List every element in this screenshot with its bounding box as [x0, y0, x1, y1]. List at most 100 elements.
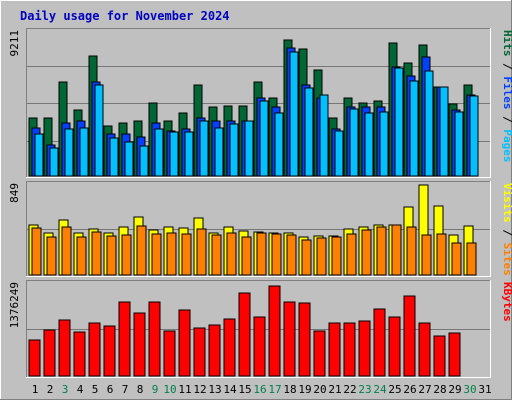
- day-label-10: 10: [163, 383, 176, 396]
- day-label-16: 16: [253, 383, 266, 396]
- bar-pages-day-24: [379, 111, 389, 177]
- bar-pages-day-4: [79, 127, 89, 177]
- bar-kbytes-day-23: [358, 320, 371, 377]
- bar-sites-day-20: [316, 237, 327, 276]
- panel-sites-visits: 849 Visits / Sites: [8, 181, 512, 277]
- bar-sites-day-1: [31, 227, 42, 276]
- bar-kbytes-day-29: [448, 332, 461, 377]
- bar-kbytes-day-8: [133, 312, 146, 377]
- bar-sites-day-15: [241, 236, 252, 276]
- y-max-label: 1376249: [8, 282, 21, 328]
- chart-title: Daily usage for November 2024: [20, 9, 230, 23]
- bar-pages-day-23: [364, 112, 374, 177]
- day-label-9: 9: [152, 383, 159, 396]
- bar-kbytes-day-24: [373, 308, 386, 377]
- bar-pages-day-19: [304, 87, 314, 177]
- day-label-26: 26: [403, 383, 416, 396]
- x-axis-day-labels: 1 2 3 4 5 6 7 8 9 10 11 12 13 14 15 16 17 18 19 20 21 22 23 24 2…: [32, 383, 492, 396]
- bar-kbytes-day-16: [253, 316, 266, 377]
- bar-kbytes-day-18: [283, 301, 296, 377]
- bar-kbytes-day-4: [73, 331, 86, 377]
- bar-kbytes-day-22: [343, 322, 356, 377]
- bar-sites-day-27: [421, 234, 432, 276]
- day-label-27: 27: [418, 383, 431, 396]
- y-axis-legend-label: Visits / Sites: [501, 183, 512, 276]
- panel-kbytes: 1376249 KBytes: [8, 280, 512, 378]
- day-label-29: 29: [448, 383, 461, 396]
- day-label-22: 22: [343, 383, 356, 396]
- bar-pages-day-28: [439, 86, 449, 177]
- day-label-12: 12: [193, 383, 206, 396]
- bar-kbytes-day-1: [28, 339, 41, 377]
- y-axis-legend-label: Hits / Files / Pages: [501, 30, 512, 163]
- bar-pages-day-25: [394, 67, 404, 177]
- bar-pages-day-17: [274, 112, 284, 177]
- bar-sites-day-16: [256, 232, 267, 276]
- bar-kbytes-day-2: [43, 329, 56, 377]
- bar-pages-day-27: [424, 70, 434, 177]
- bar-kbytes-day-26: [403, 295, 416, 377]
- legend-separator: /: [501, 110, 512, 130]
- bar-pages-day-11: [184, 131, 194, 177]
- bar-sites-day-26: [406, 226, 417, 276]
- bar-kbytes-day-10: [163, 330, 176, 377]
- bar-kbytes-day-9: [148, 301, 161, 377]
- day-label-6: 6: [107, 383, 114, 396]
- day-label-25: 25: [388, 383, 401, 396]
- bar-pages-day-15: [244, 120, 254, 177]
- bar-sites-day-22: [346, 233, 357, 276]
- bar-sites-day-13: [211, 234, 222, 276]
- bar-sites-day-19: [301, 239, 312, 276]
- day-label-14: 14: [223, 383, 237, 396]
- day-label-19: 19: [298, 383, 311, 396]
- day-label-17: 17: [268, 383, 281, 396]
- day-label-13: 13: [208, 383, 221, 396]
- bar-pages-day-5: [94, 84, 104, 177]
- day-label-24: 24: [373, 383, 387, 396]
- legend-separator: /: [501, 223, 512, 243]
- bar-kbytes-day-12: [193, 327, 206, 377]
- legend-pages: Pages: [501, 129, 512, 162]
- legend-sites: Sites: [501, 243, 512, 276]
- bar-sites-day-29: [451, 242, 462, 276]
- bar-sites-day-3: [61, 226, 72, 276]
- day-label-23: 23: [358, 383, 371, 396]
- bar-pages-day-1: [34, 133, 44, 177]
- bar-pages-day-6: [109, 137, 119, 177]
- bar-sites-day-25: [391, 224, 402, 276]
- bar-kbytes-day-13: [208, 324, 221, 377]
- bar-sites-day-30: [466, 242, 477, 276]
- bar-sites-day-28: [436, 233, 447, 276]
- day-label-2: 2: [47, 383, 54, 396]
- legend-visits: Visits: [501, 183, 512, 223]
- bar-pages-day-18: [289, 51, 299, 177]
- bar-sites-day-2: [46, 236, 57, 276]
- y-max-label: 849: [8, 183, 21, 203]
- day-label-30: 30: [463, 383, 476, 396]
- bar-sites-day-12: [196, 228, 207, 276]
- bar-pages-day-12: [199, 120, 209, 177]
- bar-kbytes-day-3: [58, 319, 71, 377]
- bar-kbytes-day-14: [223, 318, 236, 377]
- bar-kbytes-day-21: [328, 322, 341, 377]
- day-label-7: 7: [122, 383, 129, 396]
- bar-sites-day-23: [361, 229, 372, 276]
- day-label-18: 18: [283, 383, 296, 396]
- y-max-label: 9211: [8, 30, 21, 57]
- bar-kbytes-day-11: [178, 309, 191, 377]
- bar-pages-day-30: [469, 95, 479, 177]
- bar-kbytes-day-27: [418, 322, 431, 377]
- day-label-21: 21: [328, 383, 341, 396]
- bar-kbytes-day-17: [268, 285, 281, 377]
- bar-pages-day-22: [349, 108, 359, 177]
- bar-pages-day-16: [259, 100, 269, 177]
- legend-separator: /: [501, 57, 512, 77]
- bar-pages-day-3: [64, 128, 74, 177]
- bar-sites-day-7: [121, 234, 132, 276]
- bar-sites-day-18: [286, 234, 297, 276]
- bar-sites-day-21: [331, 236, 342, 276]
- bar-pages-day-21: [334, 130, 344, 177]
- bar-sites-day-9: [151, 233, 162, 276]
- day-label-11: 11: [178, 383, 191, 396]
